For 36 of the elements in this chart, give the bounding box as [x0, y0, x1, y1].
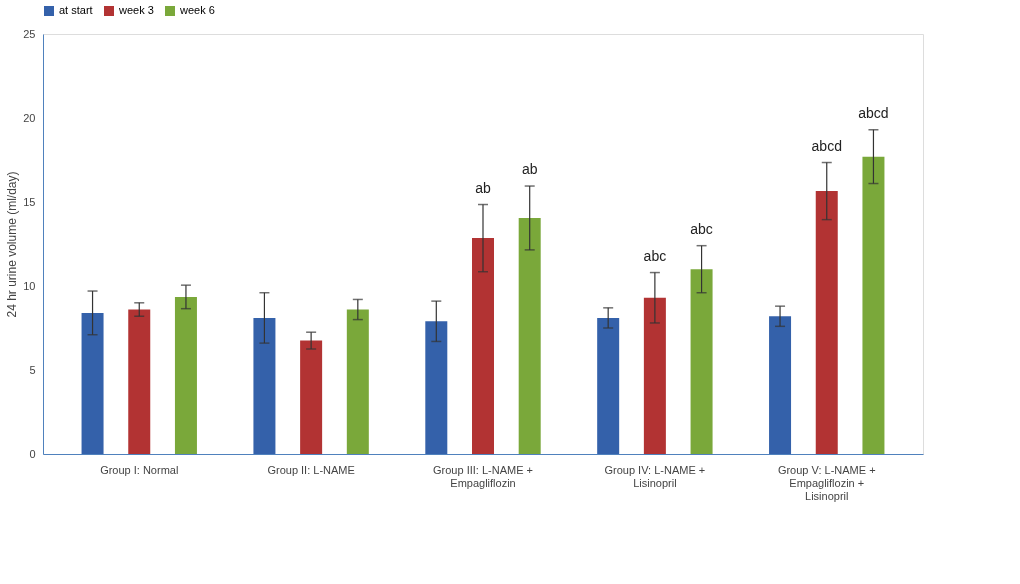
data-label: ab — [475, 179, 491, 196]
bar — [518, 217, 541, 454]
x-tick-label: Group I: Normal — [100, 463, 179, 476]
legend-label: at start — [59, 4, 93, 16]
x-tick-label: Group IV: L-NAME + Lisinopril — [604, 463, 706, 489]
data-label: abc — [643, 247, 667, 264]
bar — [690, 269, 713, 454]
bar — [253, 317, 276, 454]
x-tick-label: Group V: L-NAME + Empagliflozin + Lisinopril — [777, 463, 876, 502]
bar — [862, 156, 885, 454]
y-tick-label: 15 — [23, 195, 36, 208]
bar — [174, 296, 197, 454]
bar — [769, 316, 792, 454]
data-label: abcd — [858, 104, 889, 121]
legend-label: week 3 — [118, 4, 154, 16]
legend-label: week 6 — [179, 4, 215, 16]
y-tick-label: 10 — [23, 279, 36, 292]
bar — [81, 312, 104, 454]
bar — [597, 317, 620, 454]
bar — [472, 238, 494, 454]
y-tick-label: 0 — [29, 447, 36, 460]
x-tick-label: Group III: L-NAME + Empagliflozin — [433, 463, 533, 489]
data-label: abcd — [811, 137, 842, 154]
data-label: abc — [690, 220, 713, 237]
bar — [346, 309, 369, 454]
y-axis-title: 24 hr urine volume (ml/day) — [5, 171, 20, 318]
bar — [300, 340, 323, 454]
y-tick-label: 5 — [29, 363, 36, 376]
data-label: ab — [521, 161, 538, 178]
x-tick-label: Group II: L-NAME — [267, 463, 355, 476]
bar — [128, 309, 151, 454]
y-tick-label: 25 — [23, 27, 36, 40]
bar — [425, 321, 448, 454]
y-tick-label: 20 — [23, 111, 36, 124]
bar — [815, 191, 838, 454]
bar — [643, 297, 666, 454]
